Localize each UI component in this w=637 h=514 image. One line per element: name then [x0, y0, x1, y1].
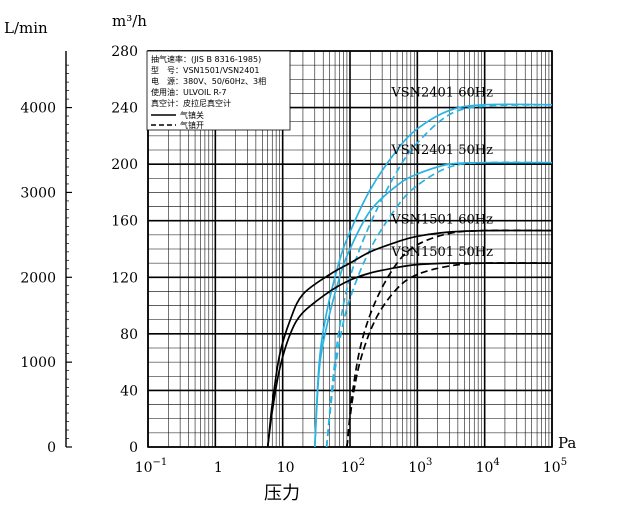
legend-line: 电 源：380V、50/60Hz、3相	[151, 76, 266, 86]
x-tick-label: 102	[341, 457, 365, 476]
x-tick-label: 1	[214, 460, 223, 476]
legend: 抽气速率：(JIS B 8316-1985) 型 号：VSN1501/VSN24…	[146, 50, 291, 131]
lmin-tick-label: 1000	[20, 355, 56, 371]
legend-line: 使用油：ULVOIL R-7	[151, 87, 227, 97]
x-tick-base: 10	[543, 460, 561, 476]
series-line	[325, 161, 553, 448]
x-tick-label: 10−1	[135, 457, 168, 476]
y-tick-label: 120	[111, 270, 138, 286]
x-tick-base: 10	[277, 460, 295, 476]
x-tick-base: 10	[341, 460, 359, 476]
x-tick-base: 1	[214, 460, 223, 476]
x-tick-label: 105	[543, 457, 567, 476]
y-tick-label: 0	[129, 440, 138, 456]
chart-curves	[266, 103, 553, 448]
x-tick-exp: −1	[153, 457, 168, 468]
series-line	[346, 229, 553, 448]
x-tick-label: 10	[277, 460, 295, 476]
series-line	[313, 103, 553, 448]
x-tick-base: 10	[476, 460, 494, 476]
x-tick-exp: 4	[493, 457, 499, 468]
legend-line: 真空计：皮拉尼真空计	[151, 98, 231, 108]
plot-frame	[147, 50, 553, 448]
series-line	[346, 262, 553, 448]
y-tick-label: 280	[111, 44, 138, 60]
series-line	[313, 161, 553, 448]
series-label: VSN1501 60Hz	[390, 213, 493, 228]
lmin-tick-label: 0	[47, 440, 56, 456]
x-tick-exp: 5	[561, 457, 567, 468]
series-label: VSN1501 50Hz	[390, 245, 493, 260]
series-labels: VSN2401 60Hz VSN2401 50Hz VSN1501 60Hz V…	[390, 85, 493, 260]
legend-line: 抽气速率：(JIS B 8316-1985)	[151, 54, 261, 64]
x-axis-unit: Pa	[558, 434, 576, 452]
series-label: VSN2401 60Hz	[390, 85, 493, 100]
y-tick-label: 200	[111, 157, 138, 173]
series-line	[325, 103, 553, 448]
y-tick-label: 80	[120, 327, 138, 343]
x-tick-base: 10	[135, 460, 153, 476]
x-axis-title: 压力	[264, 483, 300, 504]
y-axis-lmin: 0 1000 2000 3000 4000	[20, 50, 72, 456]
right-axis-unit: m³/h	[112, 12, 147, 30]
x-tick-label: 104	[476, 457, 500, 476]
legend-entry-label: 气镇关	[180, 110, 204, 120]
legend-line: 型 号：VSN1501/VSN2401	[151, 66, 259, 75]
lmin-tick-label: 2000	[20, 270, 56, 286]
left-axis-unit: L/min	[4, 19, 48, 37]
series-label: VSN2401 50Hz	[390, 143, 493, 158]
legend-entry-label: 气镇开	[180, 120, 204, 130]
x-tick-label: 103	[408, 457, 432, 476]
y-tick-label: 160	[111, 214, 138, 230]
y-tick-label: 40	[120, 383, 138, 399]
y-tick-label: 240	[111, 101, 138, 117]
x-tick-base: 10	[408, 460, 426, 476]
x-tick-exp: 3	[426, 457, 432, 468]
lmin-tick-label: 3000	[20, 185, 56, 201]
legend-box	[146, 50, 291, 131]
x-tick-exp: 2	[359, 457, 365, 468]
lmin-tick-label: 4000	[20, 101, 56, 117]
series-line	[266, 262, 552, 448]
y-axis-m3h-ticks: 0 40 80 120 160 200 240 280	[111, 44, 138, 456]
series-line	[266, 229, 553, 448]
x-axis-ticks: 10−1 1 10 102 103 104 105	[135, 457, 567, 476]
